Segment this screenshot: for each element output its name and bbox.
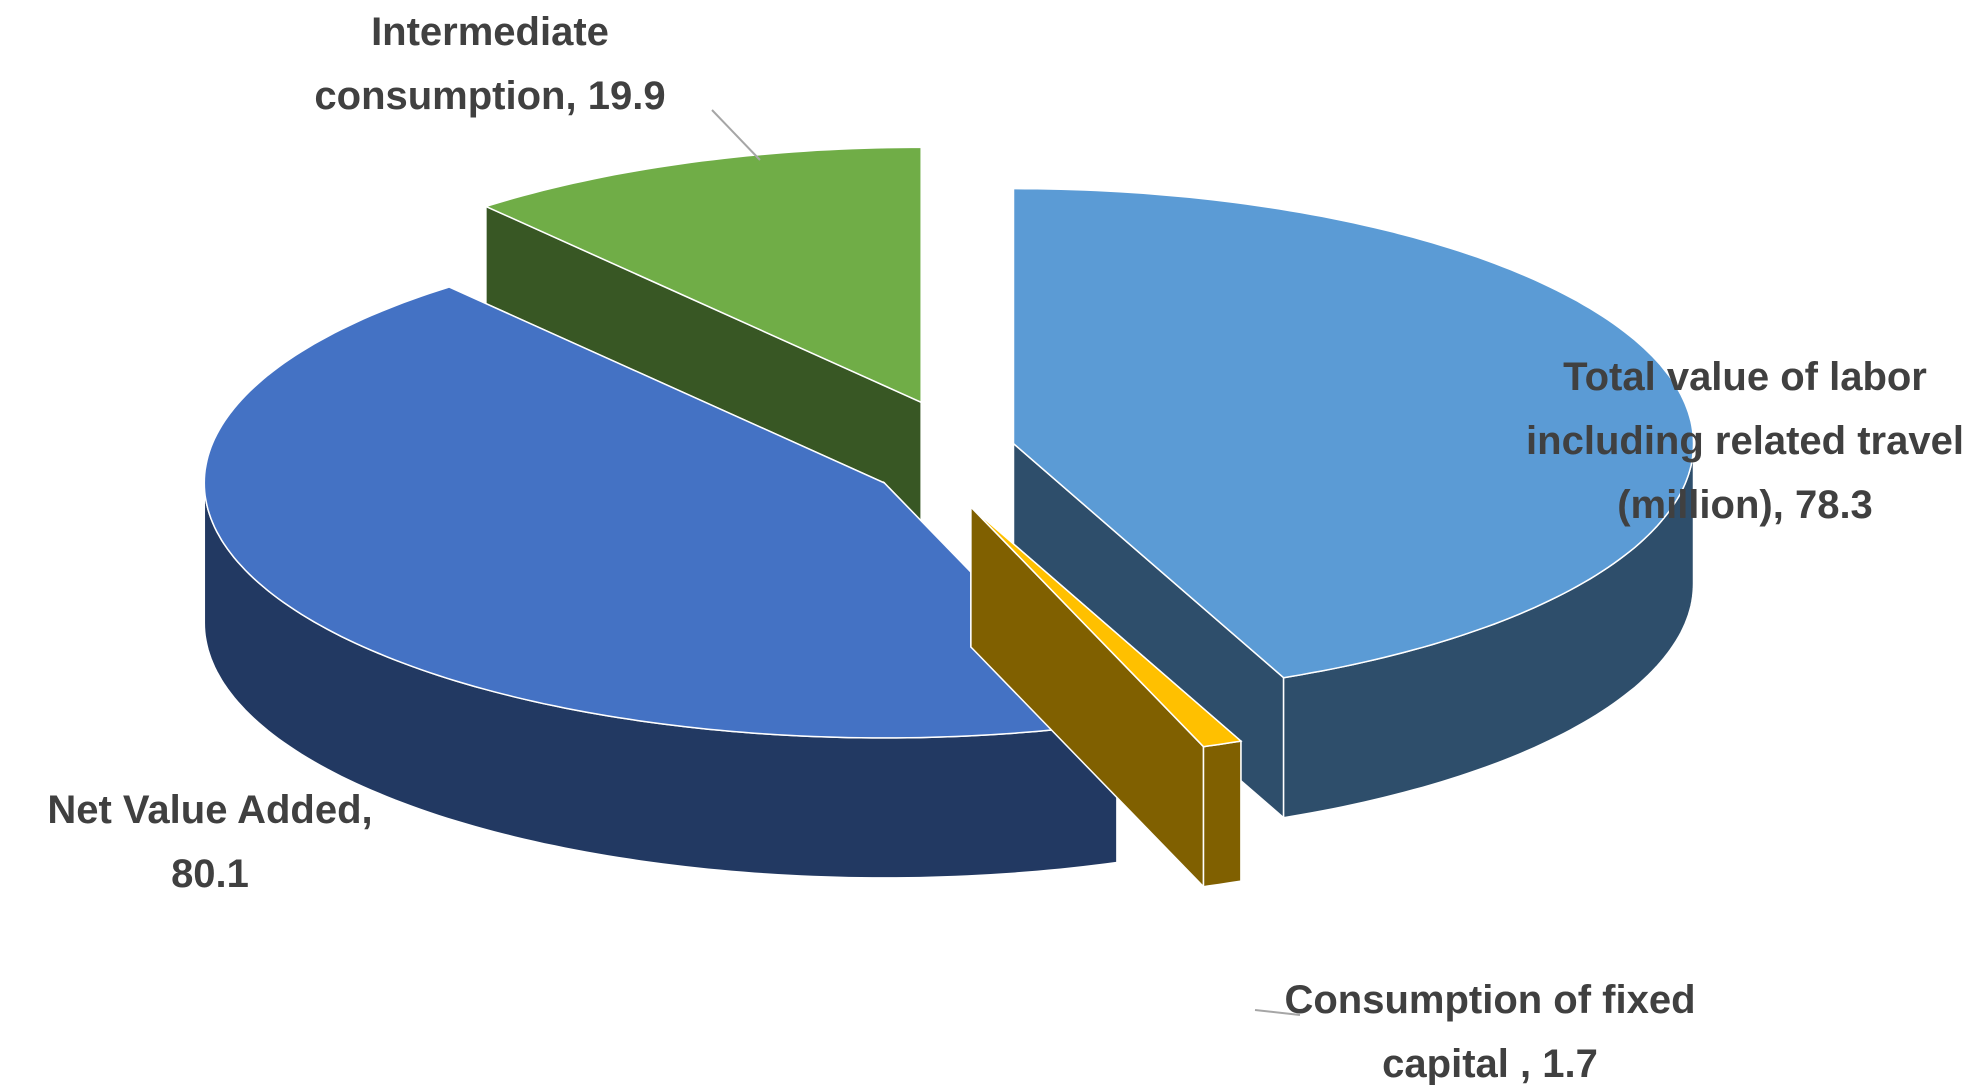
slice — [970, 506, 1243, 748]
data-label: Total value of labor including related t… — [1515, 345, 1975, 537]
data-label: Net Value Added, 80.1 — [10, 778, 410, 906]
value-label: 80.1 — [171, 852, 249, 896]
data-label: Consumption of fixed capital , 1.7 — [1280, 968, 1700, 1085]
leader-line — [711, 109, 761, 161]
data-label: Intermediate consumption, 19.9 — [270, 0, 710, 128]
value-label: 1.7 — [1542, 1042, 1598, 1085]
leader-line — [1254, 1009, 1301, 1016]
slice — [483, 146, 922, 404]
slices — [203, 146, 1695, 889]
category-label: Total value of labor including related t… — [1526, 355, 1964, 527]
value-label: 78.3 — [1794, 483, 1873, 527]
slice — [1012, 187, 1695, 679]
category-label: Consumption of fixed capital , — [1284, 978, 1696, 1085]
category-label: Net Value Added, — [47, 788, 373, 832]
value-label: 19.9 — [587, 74, 666, 118]
slice-wall — [1202, 740, 1242, 888]
slice — [203, 286, 1119, 739]
category-label: Intermediate consumption, — [314, 10, 609, 118]
